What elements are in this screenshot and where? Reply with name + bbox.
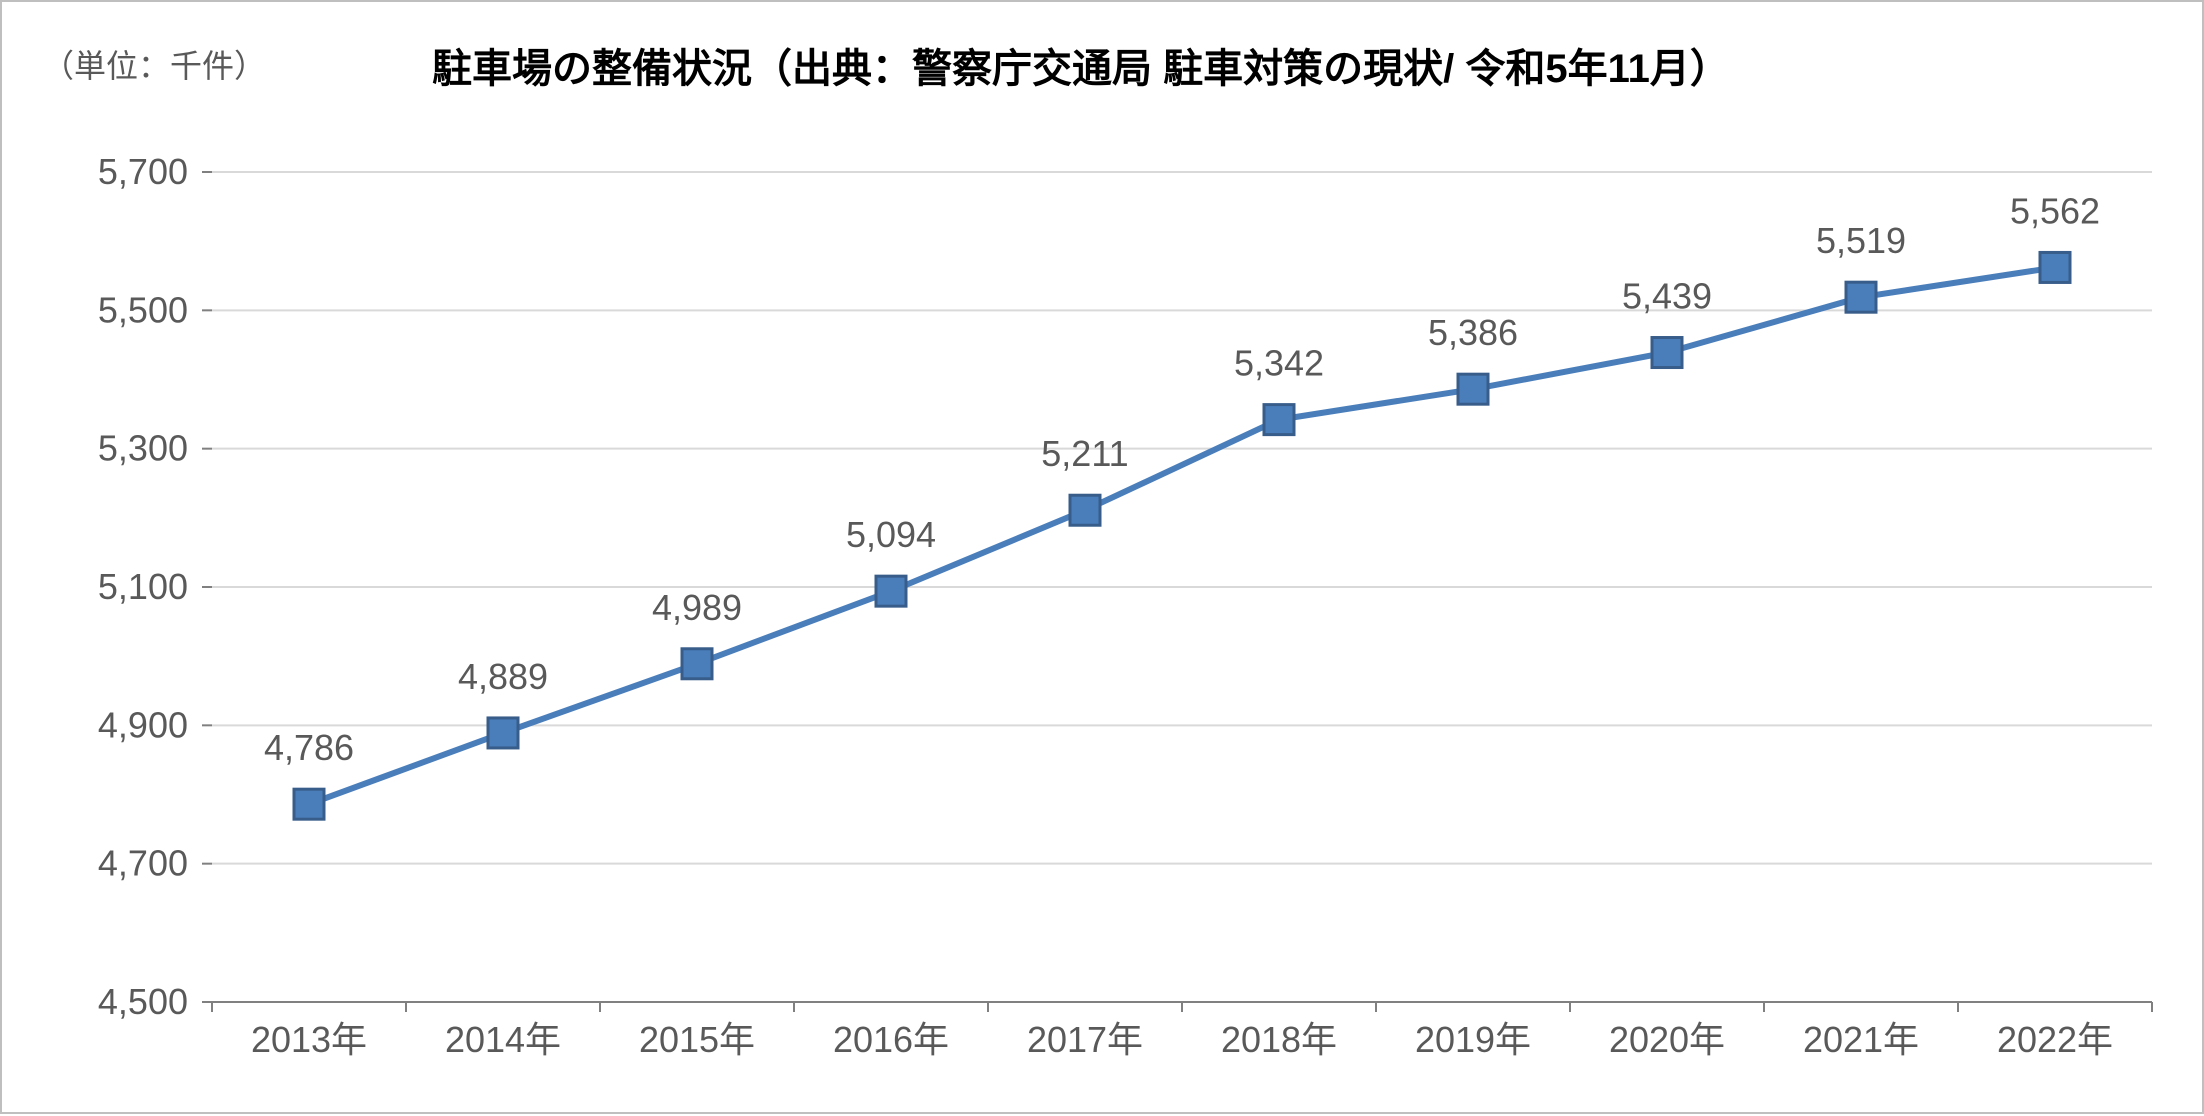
chart-title: 駐車場の整備状況（出典：警察庁交通局 駐車対策の現状/ 令和5年11月） [432, 47, 1730, 91]
y-tick-label: 5,300 [98, 428, 188, 469]
chart-container: （単位：千件） 駐車場の整備状況（出典：警察庁交通局 駐車対策の現状/ 令和5年1… [0, 0, 2204, 1114]
x-category-label: 2016年 [833, 1019, 949, 1060]
x-category-label: 2021年 [1803, 1019, 1919, 1060]
x-category-label: 2015年 [639, 1019, 755, 1060]
data-marker [1846, 282, 1876, 312]
y-tick-label: 5,500 [98, 289, 188, 330]
x-category-label: 2013年 [251, 1019, 367, 1060]
data-label: 4,786 [264, 727, 354, 768]
data-label: 5,211 [1041, 433, 1128, 474]
data-marker [1264, 405, 1294, 435]
data-label: 5,094 [846, 514, 936, 555]
y-tick-label: 5,100 [98, 566, 188, 607]
y-tick-label: 4,900 [98, 704, 188, 745]
y-tick-label: 4,500 [98, 981, 188, 1022]
data-marker [1652, 338, 1682, 368]
data-line [309, 267, 2055, 804]
y-tick-label: 4,700 [98, 843, 188, 884]
data-label: 5,562 [2010, 190, 2100, 231]
data-marker [1070, 495, 1100, 525]
x-category-label: 2018年 [1221, 1019, 1337, 1060]
data-marker [1458, 374, 1488, 404]
unit-label: （単位：千件） [42, 48, 266, 84]
data-marker [2040, 252, 2070, 282]
data-marker [488, 718, 518, 748]
x-category-label: 2017年 [1027, 1019, 1143, 1060]
x-category-label: 2020年 [1609, 1019, 1725, 1060]
data-label: 4,989 [652, 587, 742, 628]
x-category-label: 2019年 [1415, 1019, 1531, 1060]
x-category-label: 2014年 [445, 1019, 561, 1060]
data-label: 5,439 [1622, 276, 1712, 317]
data-marker [682, 649, 712, 679]
data-marker [294, 789, 324, 819]
data-label: 5,386 [1428, 312, 1518, 353]
line-chart: （単位：千件） 駐車場の整備状況（出典：警察庁交通局 駐車対策の現状/ 令和5年1… [2, 2, 2204, 1116]
y-tick-label: 5,700 [98, 151, 188, 192]
data-marker [876, 576, 906, 606]
x-category-label: 2022年 [1997, 1019, 2113, 1060]
data-label: 5,342 [1234, 343, 1324, 384]
data-label: 5,519 [1816, 220, 1906, 261]
data-label: 4,889 [458, 656, 548, 697]
